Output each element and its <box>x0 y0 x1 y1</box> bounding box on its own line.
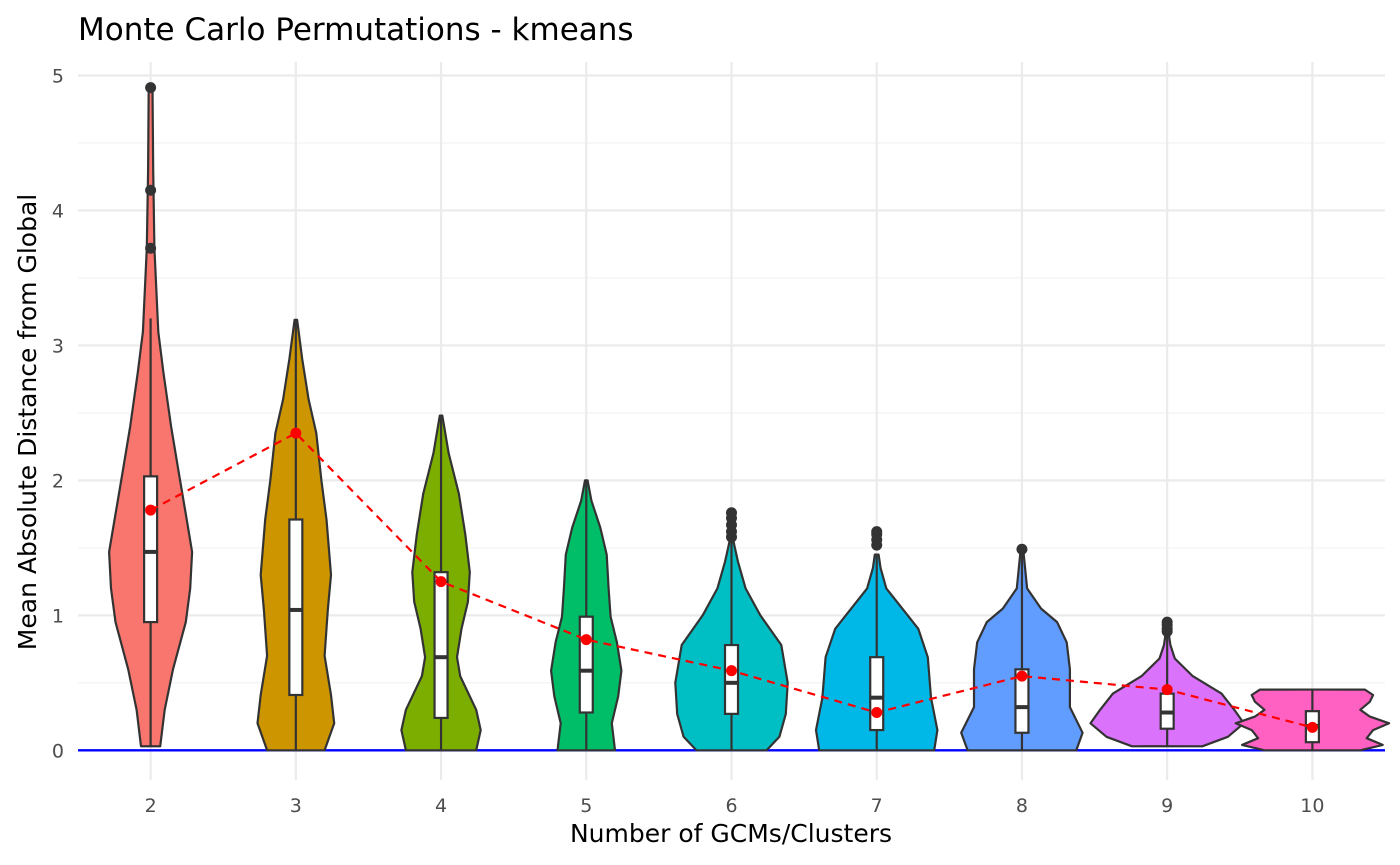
outlier-point <box>1161 616 1173 628</box>
box-7 <box>869 656 885 732</box>
y-tick-label: 2 <box>52 470 64 492</box>
box-4 <box>433 571 449 720</box>
box-8 <box>1014 668 1030 734</box>
x-tick-label: 8 <box>1016 795 1028 817</box>
x-tick-label: 9 <box>1161 795 1173 817</box>
x-tick-label: 3 <box>290 795 302 817</box>
mean-point-9 <box>1161 684 1173 696</box>
mean-point-4 <box>435 576 447 588</box>
x-axis-ticks: 2 3 4 5 6 7 8 9 10 <box>145 795 1325 817</box>
x-axis-title: Number of GCMs/Clusters <box>570 819 892 848</box>
outlier-point <box>871 526 883 538</box>
mean-point-8 <box>1016 670 1028 682</box>
outlier-point <box>726 507 737 519</box>
x-tick-label: 7 <box>871 795 883 817</box>
x-tick-label: 4 <box>435 795 447 817</box>
box-3 <box>288 518 304 697</box>
y-tick-label: 5 <box>52 65 64 87</box>
violins <box>108 82 1391 752</box>
y-axis-ticks: 0 1 2 3 4 5 <box>52 65 64 762</box>
box-6 <box>723 643 740 715</box>
chart-title: Monte Carlo Permutations - kmeans <box>78 12 634 48</box>
box-5 <box>578 615 594 714</box>
mean-point-5 <box>580 634 592 646</box>
mean-point-3 <box>290 427 302 439</box>
x-tick-label: 5 <box>580 795 592 817</box>
y-tick-label: 1 <box>52 605 64 627</box>
x-tick-label: 2 <box>145 795 157 817</box>
outlier-point <box>145 242 157 254</box>
x-tick-label: 6 <box>725 795 737 817</box>
outlier-point <box>1016 543 1028 555</box>
mean-point-7 <box>871 707 883 719</box>
mean-point-6 <box>726 665 737 677</box>
outlier-point <box>145 184 157 196</box>
x-tick-label: 10 <box>1300 795 1324 817</box>
y-axis-title: Mean Absolute Distance from Global <box>13 194 42 650</box>
mean-point-2 <box>145 504 157 516</box>
y-tick-label: 0 <box>52 740 64 762</box>
y-tick-label: 3 <box>52 335 64 357</box>
box-2 <box>143 475 159 624</box>
outlier-point <box>145 82 157 94</box>
y-tick-label: 4 <box>52 200 64 222</box>
mean-series <box>145 427 1318 733</box>
mean-point-10 <box>1306 721 1318 733</box>
